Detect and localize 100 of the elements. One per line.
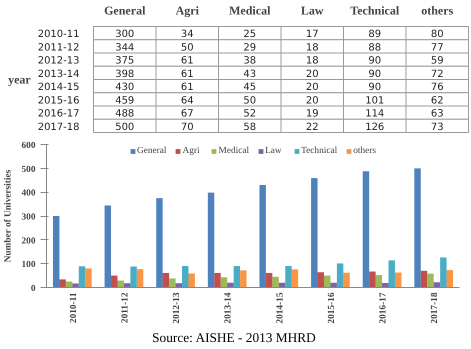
bar: [78, 266, 86, 288]
bar: [188, 273, 195, 288]
bar: [259, 185, 266, 288]
bar: [136, 269, 144, 288]
bar: [117, 280, 124, 288]
bar: [278, 282, 286, 288]
y-tick-label: 600: [22, 141, 36, 151]
bar: [66, 282, 72, 288]
data-label: 45: [243, 82, 256, 94]
bar: [272, 276, 279, 288]
y-tick-label: 2013-14: [38, 68, 80, 80]
data-label: 22: [306, 122, 319, 133]
x-tick-label: Law: [300, 4, 324, 18]
x-tick-label: 2011-12: [120, 292, 130, 324]
bar: [388, 260, 395, 288]
y-tick-label: 2015-16: [38, 95, 80, 106]
source-note: Source: AISHE - 2013 MHRD: [152, 330, 316, 345]
x-tick-label: Medical: [229, 4, 272, 18]
y-tick-label: 2014-15: [38, 82, 80, 94]
bar: [440, 257, 447, 288]
bar: [162, 272, 170, 288]
data-label: 488: [115, 108, 134, 120]
y-axis-title: year: [8, 72, 32, 86]
data-label: 101: [365, 95, 384, 106]
bar: [446, 270, 454, 288]
data-label: 89: [368, 29, 382, 40]
data-label: 63: [430, 108, 444, 120]
bar: [111, 276, 118, 288]
bar: [311, 178, 318, 288]
y-tick-label: 2016-17: [38, 108, 80, 120]
bar: [104, 206, 112, 288]
bar: [362, 171, 370, 288]
x-tick-label: 2012-13: [172, 292, 182, 324]
data-label: 17: [306, 29, 319, 40]
data-label: 58: [243, 122, 256, 133]
x-tick-label: Agri: [176, 4, 200, 18]
data-label: 90: [368, 56, 382, 67]
data-label: 20: [306, 95, 319, 106]
bar: [52, 216, 60, 288]
data-label: 61: [180, 56, 194, 67]
data-label: 59: [430, 56, 444, 67]
bar: [336, 263, 344, 288]
x-tick-label: 2017-18: [430, 292, 440, 324]
data-label: 90: [368, 82, 382, 94]
y-tick-label: 400: [22, 188, 36, 199]
y-tick-label: 100: [22, 260, 36, 270]
bar: [169, 278, 176, 288]
data-label: 114: [365, 108, 384, 120]
bar: [394, 272, 402, 288]
bar: [343, 272, 350, 288]
y-tick-label: 200: [22, 236, 36, 246]
bar: [234, 266, 240, 288]
data-label: 61: [180, 68, 194, 80]
bar: [427, 274, 434, 288]
data-label: 20: [306, 68, 319, 80]
data-label: 62: [430, 95, 444, 106]
bar: [324, 276, 330, 288]
data-label: 34: [180, 29, 194, 40]
bar: [376, 275, 382, 288]
x-tick-label: General: [104, 4, 146, 18]
data-label: 20: [306, 82, 319, 94]
bar: [285, 266, 292, 288]
bar: [176, 283, 182, 288]
data-label: 18: [306, 56, 319, 67]
data-label: 67: [180, 108, 194, 120]
data-label: 50: [180, 42, 194, 54]
y-tick-label: 500: [22, 164, 36, 175]
bar: [182, 266, 188, 288]
bar: [85, 268, 92, 288]
bar: [414, 168, 421, 288]
bar: [124, 283, 130, 288]
data-label: 19: [306, 108, 319, 120]
x-tick-label: others: [421, 4, 454, 18]
data-label: 18: [306, 42, 319, 54]
legend-label: General: [136, 146, 167, 156]
bar: [227, 282, 234, 288]
data-label: 344: [115, 42, 134, 54]
data-label: 88: [368, 42, 382, 54]
data-label: 43: [243, 68, 256, 80]
bar: [59, 279, 66, 288]
x-tick-label: 2016-17: [378, 292, 389, 324]
data-label: 50: [243, 95, 256, 106]
data-label: 38: [243, 56, 256, 67]
data-label: 70: [180, 122, 194, 133]
bar: [318, 272, 324, 288]
data-label: 398: [115, 68, 134, 80]
y-tick-label: 2010-11: [38, 29, 80, 40]
data-label: 29: [243, 42, 256, 54]
bar: [220, 277, 228, 288]
data-label: 430: [115, 82, 134, 94]
legend-label: others: [353, 146, 376, 156]
legend-label: Law: [265, 146, 283, 156]
data-label: 61: [180, 82, 194, 94]
data-label: 459: [115, 95, 134, 106]
data-label: 80: [430, 29, 444, 40]
data-label: 126: [365, 122, 384, 133]
data-label: 500: [115, 122, 134, 133]
bar: [240, 270, 247, 288]
bar: [208, 192, 214, 288]
bar: [292, 269, 298, 288]
